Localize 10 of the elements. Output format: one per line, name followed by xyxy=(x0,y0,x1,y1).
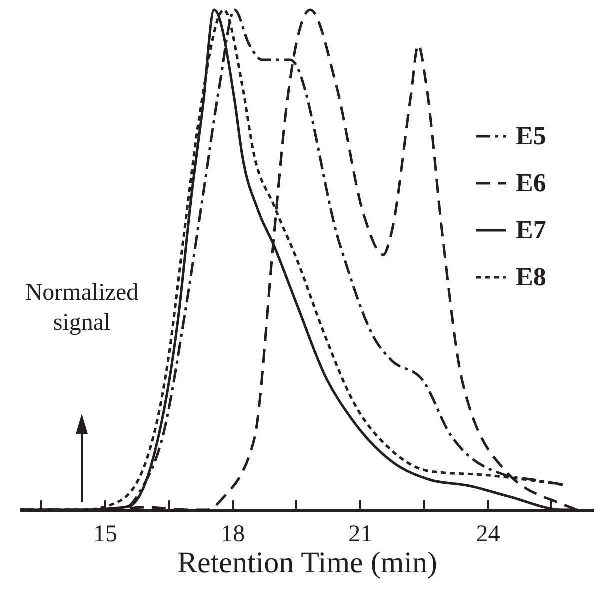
annotation: Normalized signal xyxy=(24,279,140,338)
x-tick-label: 24 xyxy=(476,522,500,548)
legend-label: E7 xyxy=(516,216,546,244)
legend-label: E6 xyxy=(516,168,546,198)
x-tick-label: 21 xyxy=(348,522,373,548)
x-tick-label: 15 xyxy=(94,522,118,548)
legend-label: E5 xyxy=(516,122,546,150)
legend-label: E8 xyxy=(516,262,546,292)
x-axis-title: Retention Time (min) xyxy=(177,546,438,580)
x-tick-label: 18 xyxy=(221,522,246,548)
